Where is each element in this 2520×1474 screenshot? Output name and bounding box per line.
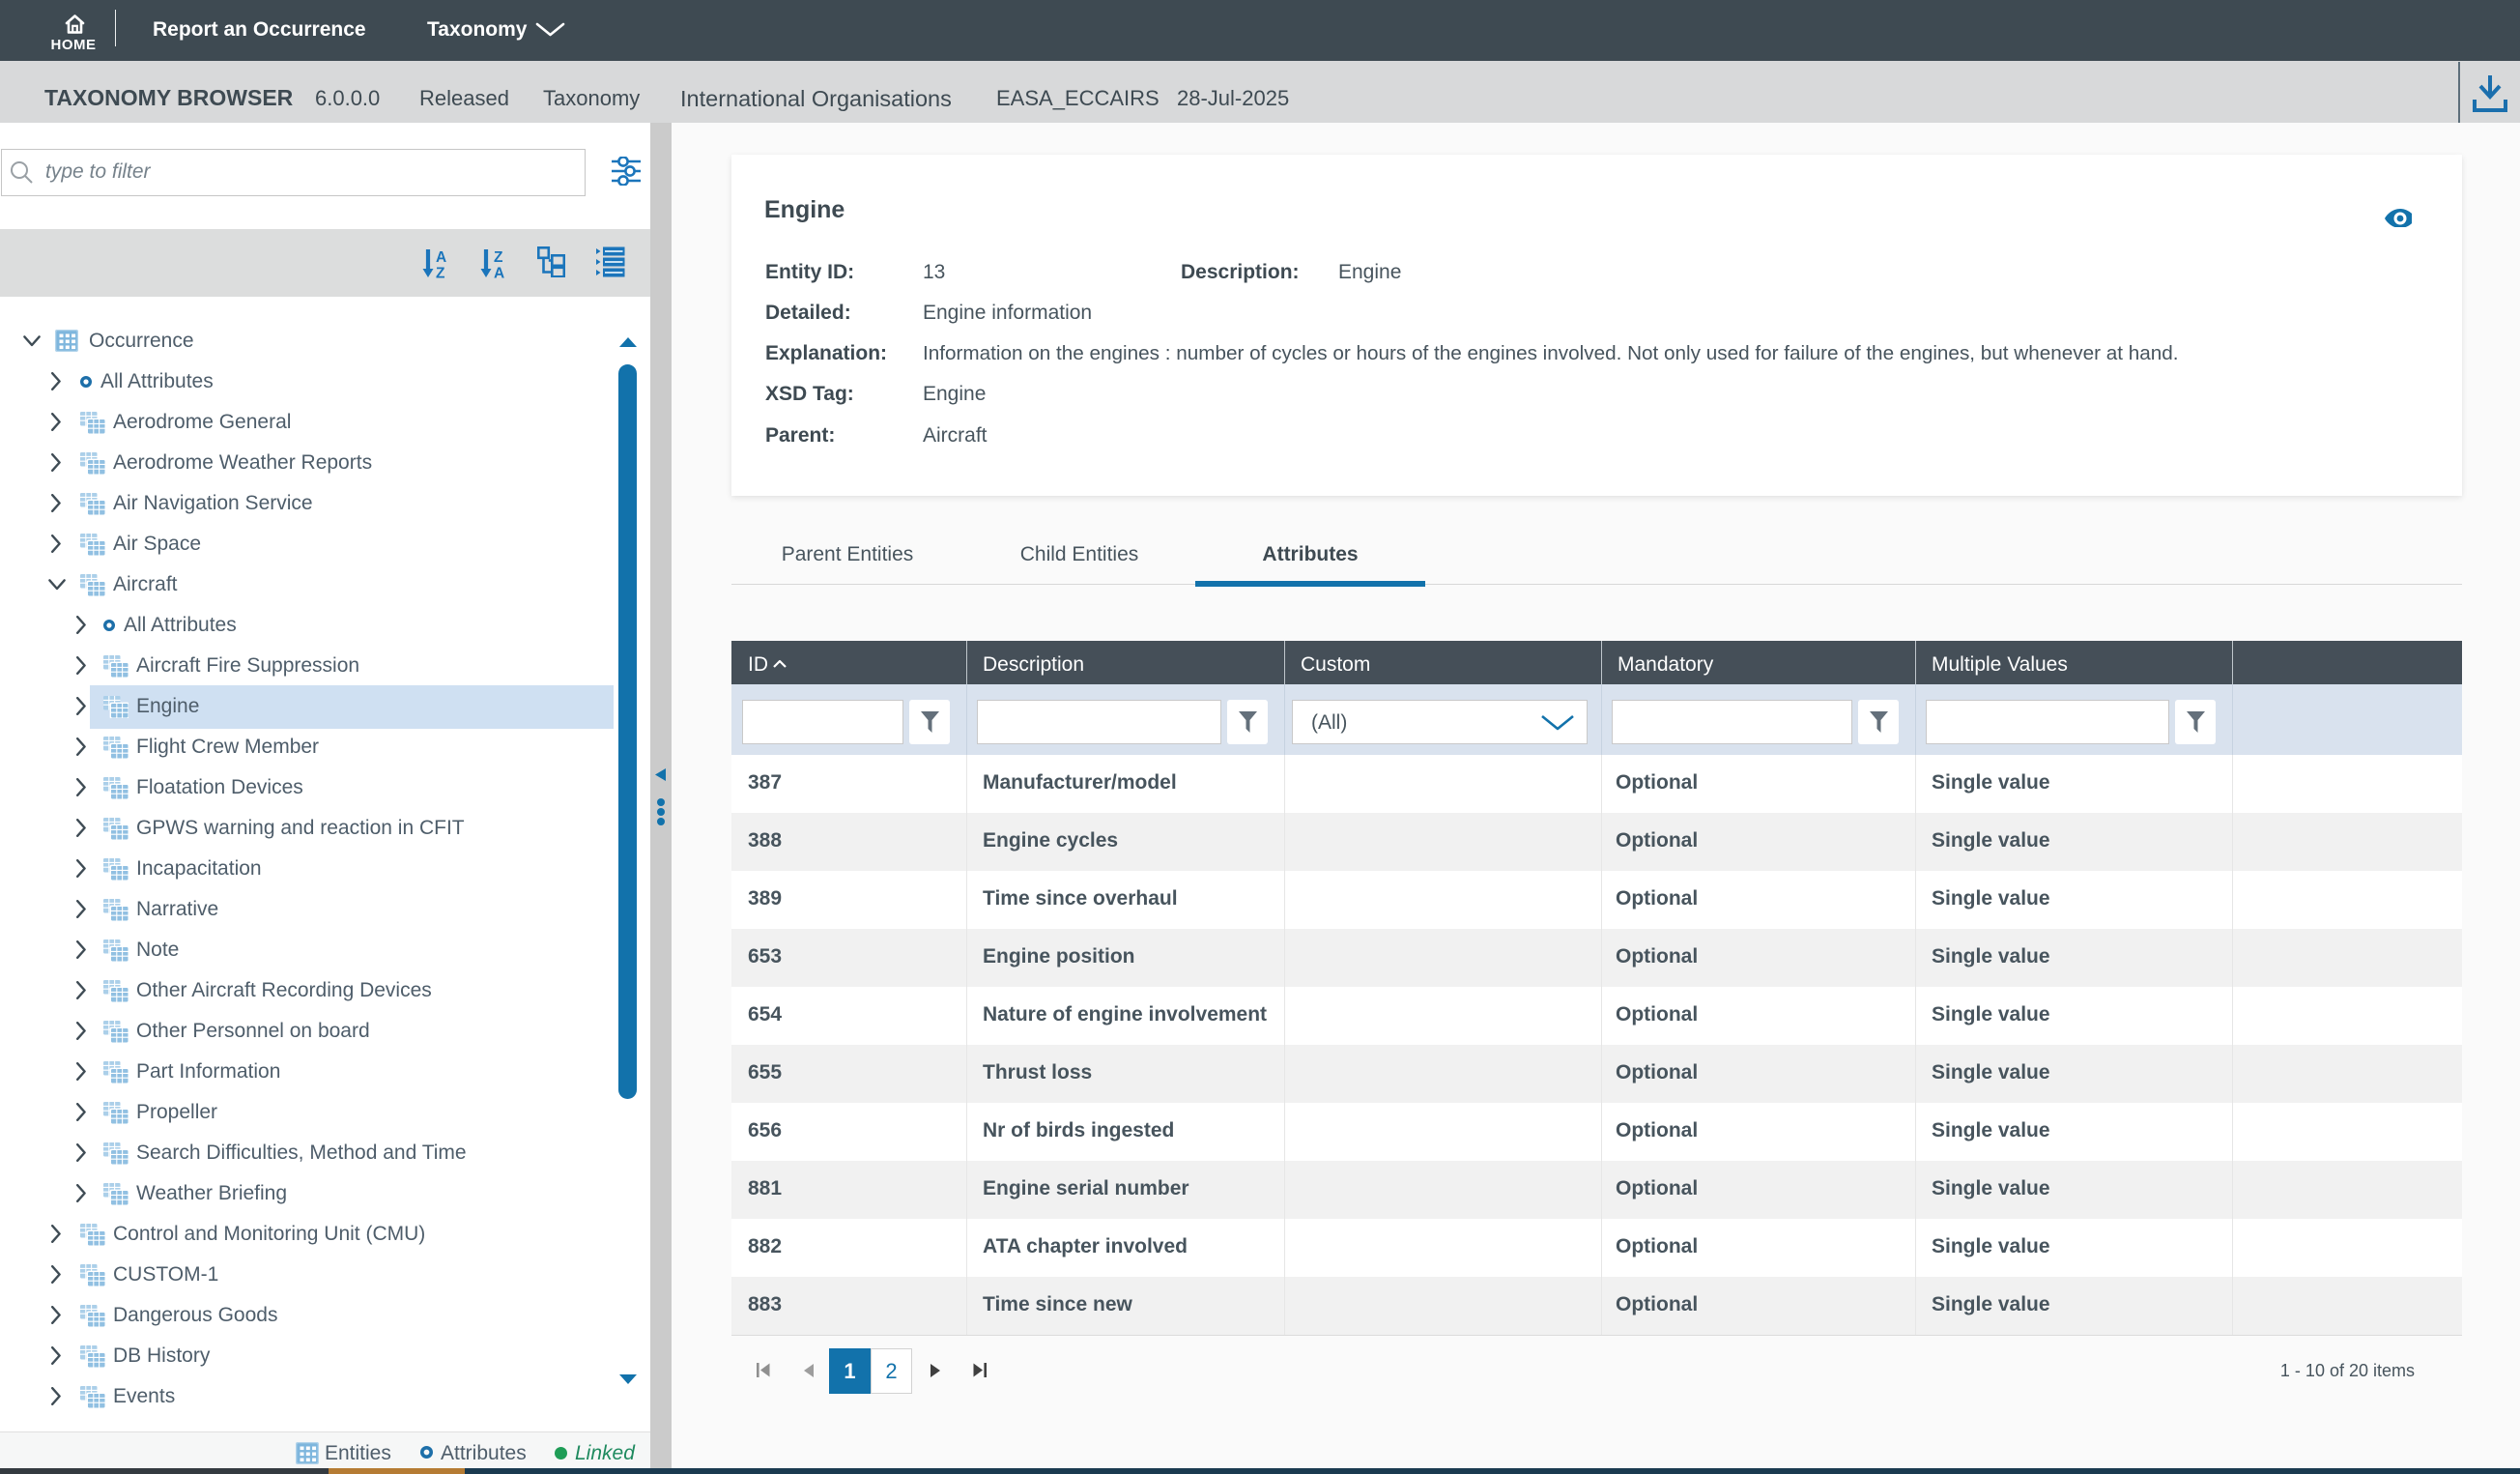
svg-text:A: A [436, 249, 446, 266]
svg-text:Z: Z [494, 249, 503, 266]
svg-text:A: A [494, 266, 504, 279]
svg-text:Z: Z [436, 266, 445, 279]
